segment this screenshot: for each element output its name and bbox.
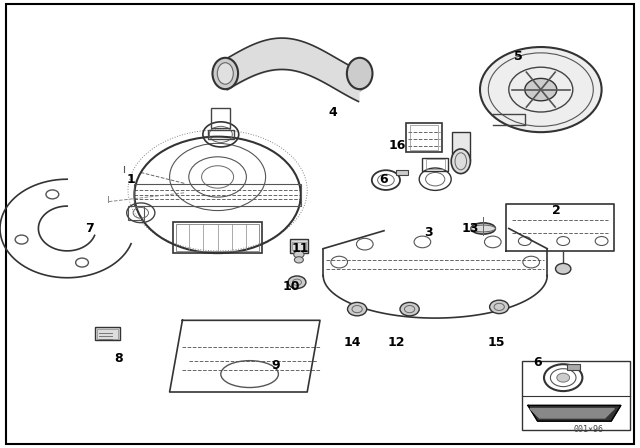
Bar — [134, 184, 301, 206]
Bar — [396, 170, 408, 175]
Text: 10: 10 — [282, 280, 300, 293]
Circle shape — [294, 257, 303, 263]
Text: 7: 7 — [85, 222, 94, 235]
Bar — [410, 125, 438, 150]
Text: 11: 11 — [292, 242, 310, 255]
Circle shape — [525, 78, 557, 101]
Polygon shape — [530, 409, 614, 418]
Text: 5: 5 — [514, 49, 523, 63]
Bar — [128, 206, 144, 220]
Text: 15: 15 — [487, 336, 505, 349]
Ellipse shape — [217, 63, 233, 84]
Ellipse shape — [347, 58, 372, 89]
Text: 6: 6 — [380, 172, 388, 186]
Circle shape — [557, 373, 570, 382]
Text: 1: 1 — [127, 172, 136, 186]
Ellipse shape — [212, 58, 238, 89]
Bar — [208, 130, 234, 139]
Text: 4: 4 — [328, 105, 337, 119]
Text: 001×96: 001×96 — [574, 425, 604, 434]
Polygon shape — [528, 405, 621, 421]
Text: 13: 13 — [461, 222, 479, 235]
Bar — [422, 158, 448, 171]
Text: 9: 9 — [271, 358, 280, 372]
Circle shape — [348, 302, 367, 316]
Bar — [176, 224, 259, 251]
Circle shape — [294, 251, 304, 258]
Text: 3: 3 — [424, 226, 433, 240]
Bar — [290, 239, 308, 253]
Ellipse shape — [451, 149, 470, 173]
Circle shape — [490, 300, 509, 314]
Bar — [452, 132, 470, 161]
Bar — [426, 159, 445, 169]
Bar — [211, 108, 230, 128]
Text: 14: 14 — [343, 336, 361, 349]
Ellipse shape — [471, 223, 495, 234]
Circle shape — [556, 263, 571, 274]
Ellipse shape — [471, 225, 495, 232]
Bar — [406, 123, 442, 152]
Bar — [97, 329, 118, 339]
Text: 8: 8 — [114, 352, 123, 365]
Circle shape — [288, 276, 306, 289]
Bar — [95, 327, 120, 340]
Circle shape — [400, 302, 419, 316]
Text: 12: 12 — [388, 336, 406, 349]
Text: 16: 16 — [388, 139, 406, 152]
Bar — [292, 242, 306, 250]
Bar — [567, 364, 580, 370]
Text: 6: 6 — [533, 356, 542, 370]
Bar — [522, 361, 630, 430]
Text: 2: 2 — [552, 204, 561, 217]
Bar — [173, 222, 262, 253]
Circle shape — [480, 47, 602, 132]
